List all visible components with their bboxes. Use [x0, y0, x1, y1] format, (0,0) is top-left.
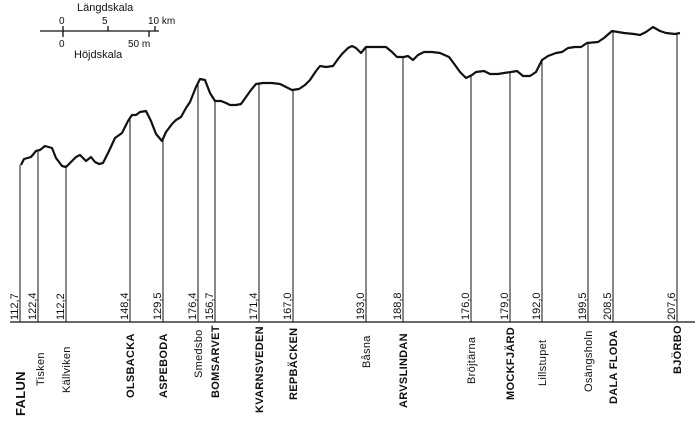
station-name-arvslindan: ARVSLINDAN	[398, 333, 410, 408]
elevation-bjorbo: 207,6	[666, 292, 678, 320]
station-name-kallviken: Källviken	[61, 346, 73, 393]
station-name-kvarnsveden: KVARNSVEDEN	[254, 326, 266, 413]
station-markers	[19, 31, 678, 322]
station-name-brojtarna: Bröjtärna	[466, 336, 478, 384]
station-name-bomsarvet: BOMSARVET	[210, 325, 222, 398]
station-name-aspeboda: ASPEBODA	[158, 333, 170, 398]
elevation-aspeboda: 129,5	[152, 292, 164, 320]
height-scale-title: Höjdskala	[74, 49, 123, 61]
station-name-falun: FALUN	[13, 371, 28, 416]
elevation-tisken: 122,4	[27, 292, 39, 320]
station-name-smedsbo: Smedsbo	[193, 329, 205, 378]
elevation-basna: 193,0	[355, 292, 367, 320]
station-names: FALUN Tisken Källviken OLSBACKA ASPEBODA…	[13, 325, 684, 416]
elevation-lillstupet: 192,0	[531, 292, 543, 320]
elevation-kvarnsveden: 171,4	[248, 292, 260, 320]
elevation-falun: 112,7	[9, 293, 21, 320]
height-scale-tick-0: 0	[59, 39, 65, 50]
elevation-dala-floda: 208,5	[602, 292, 614, 320]
elevation-brojtarna: 176,0	[460, 292, 472, 320]
elevation-smedsbo: 176,4	[187, 292, 199, 320]
length-scale-tick-10: 10 km	[148, 16, 175, 27]
station-name-bjorbo: BJÖRBO	[671, 325, 684, 374]
elevation-arvslindan: 188,8	[392, 292, 404, 320]
station-name-olsbacka: OLSBACKA	[125, 333, 137, 398]
station-name-tisken: Tisken	[35, 352, 47, 386]
elevation-kallviken: 112,2	[55, 293, 67, 320]
elevation-labels: 112,7 122,4 112,2 148,4 129,5 176,4 156,…	[9, 292, 678, 320]
station-name-dala-floda: DALA FLODA	[608, 330, 620, 404]
height-scale-tick-50: 50 m	[128, 39, 150, 50]
length-scale-title: Längdskala	[77, 2, 134, 14]
elevation-olsbacka: 148,4	[119, 292, 131, 320]
length-scale-tick-5: 5	[102, 16, 108, 27]
elevation-mockfjard: 179,0	[499, 292, 511, 320]
station-name-mockfjard: MOCKFJÄRD	[504, 327, 517, 400]
scale-legend: Längdskala 0 5 10 km 0 50 m Höjdskala	[40, 2, 175, 61]
length-scale-tick-0: 0	[59, 16, 65, 27]
station-name-repbacken: REPBÄCKEN	[287, 328, 300, 400]
station-name-lillstupet: Lillstupet	[537, 340, 549, 386]
station-name-osangsholn: Osängsholn	[583, 330, 595, 392]
elevation-osangsholn: 199,5	[577, 292, 589, 320]
elevation-bomsarvet: 156,7	[204, 292, 216, 320]
elevation-repbacken: 167,0	[282, 292, 294, 320]
scale-bars	[40, 26, 159, 37]
station-name-basna: Båsna	[361, 335, 373, 368]
elevation-profile-line	[20, 25, 681, 169]
